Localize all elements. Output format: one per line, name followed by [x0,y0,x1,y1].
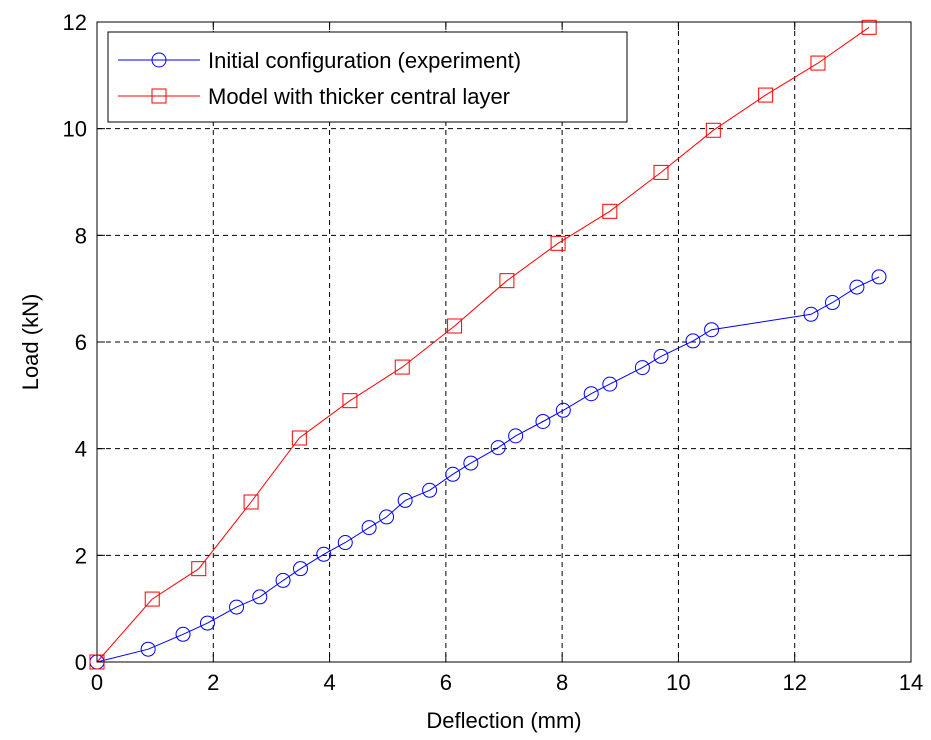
y-tick-label: 4 [75,437,87,462]
data-point [583,386,599,402]
data-point [252,589,268,605]
data-point [316,546,332,562]
data-point [490,440,506,456]
y-tick-label: 6 [75,330,87,355]
data-point [555,402,571,418]
data-point [602,203,618,219]
data-point [243,494,259,510]
data-point [508,428,524,444]
data-point [499,273,515,289]
data-point [445,466,461,482]
legend-box [107,31,628,123]
data-point [337,535,353,551]
x-tick-label: 0 [91,670,103,695]
data-point [535,413,551,429]
data-point [810,55,826,71]
data-point [140,641,156,657]
data-point [394,359,410,375]
data-point [361,520,377,536]
y-tick-label: 0 [75,650,87,675]
legend-item: Model with thicker central layer [118,84,510,109]
x-axis-label: Deflection (mm) [426,708,581,733]
legend-item: Initial configuration (experiment) [118,48,521,73]
data-point [175,626,191,642]
legend: Initial configuration (experiment) Model … [107,31,628,123]
x-tick-label: 14 [899,670,923,695]
y-tick-label: 2 [75,543,87,568]
axis-ticks [96,21,912,663]
x-tick-label: 10 [666,670,690,695]
data-point [291,430,307,446]
y-tick-label: 12 [63,10,87,35]
y-tick-labels: 0 2 4 6 8 10 12 [63,10,87,675]
series-line [96,276,880,663]
data-point [422,482,438,498]
data-point [634,360,650,376]
data-point [379,509,395,525]
data-point [397,492,413,508]
data-point [849,279,865,295]
data-point [685,333,701,349]
data-point [704,322,720,338]
series-line [96,26,870,663]
x-tick-label: 6 [440,670,452,695]
y-tick-label: 10 [63,117,87,142]
data-point [602,376,618,392]
grid-lines [97,22,911,662]
data-point [447,318,463,334]
legend-label: Model with thicker central layer [208,84,510,109]
x-tick-label: 4 [323,670,335,695]
x-tick-labels: 0 2 4 6 8 10 12 14 [91,670,923,695]
data-point [803,306,819,322]
data-point [275,572,291,588]
x-tick-label: 12 [782,670,806,695]
legend-marker [151,88,167,104]
series-1 [89,19,877,670]
data-point [342,393,358,409]
data-point [191,561,207,577]
data-point [653,348,669,364]
x-tick-label: 8 [556,670,568,695]
legend-marker [151,52,167,68]
data-point [758,87,774,103]
data-point [229,599,245,615]
data-point [550,235,566,251]
series-layer [89,19,887,670]
data-point [705,122,721,138]
data-point [293,561,308,577]
data-point [861,19,877,35]
data-point [825,295,841,311]
data-point [463,455,479,471]
data-point [871,269,887,285]
y-tick-label: 8 [75,223,87,248]
y-axis-label: Load (kN) [18,294,43,391]
legend-label: Initial configuration (experiment) [208,48,521,73]
data-point [144,591,160,607]
data-point [199,615,215,631]
data-point [653,164,669,180]
x-tick-label: 2 [207,670,219,695]
